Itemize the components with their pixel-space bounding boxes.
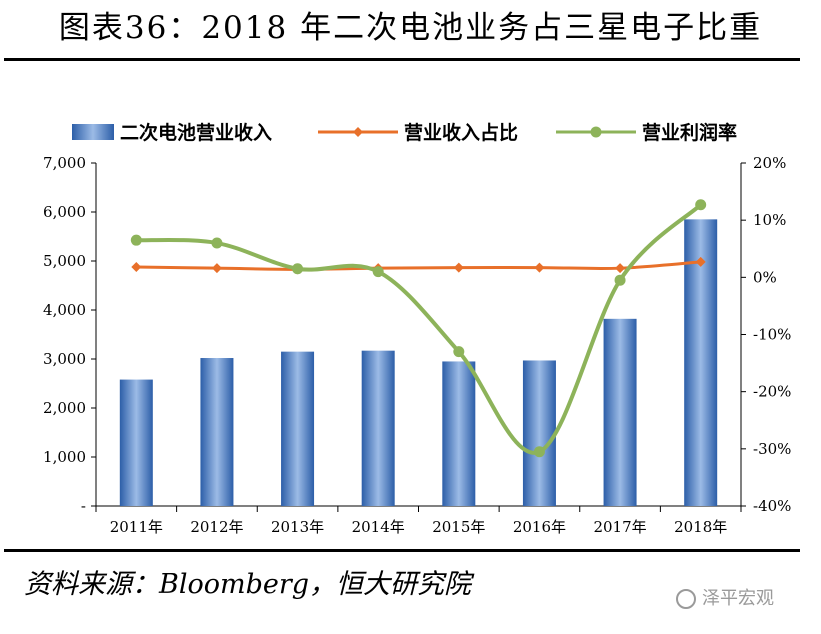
revenue-share-point [534,262,545,273]
revenue-share-point [615,263,626,274]
y-left-tick-label: 2,000 [43,399,86,417]
bar [281,351,315,506]
y-right-tick-label: -20% [753,383,791,401]
profit-margin-point [453,346,465,358]
x-tick-label: 2018年 [674,518,727,536]
x-tick-label: 2013年 [271,518,324,536]
footer-divider [4,549,800,552]
tick-labels: - 1,000 2,000 3,000 4,000 5,000 6,000 7,000 -40%… [43,154,791,536]
revenue-share-point [131,262,142,273]
line-series [130,199,707,458]
y-right-tick-label: -40% [753,497,791,515]
y-left-tick-label: 4,000 [43,301,86,319]
x-tick-label: 2015年 [432,518,485,536]
wechat-icon [676,589,696,609]
legend-marker-share [353,127,363,137]
x-tick-label: 2016年 [513,518,566,536]
profit-margin-line [136,203,703,455]
bar-series [119,219,718,506]
legend: 二次电池营业收入 营业收入占比 营业利润率 [72,121,737,144]
y-left-tick-label: 5,000 [43,252,86,270]
legend-marker-margin [590,126,602,138]
y-left-tick-label: 7,000 [43,154,86,172]
legend-label-margin: 营业利润率 [642,121,737,144]
source-note: 资料来源：Bloomberg，恒大研究院 [24,569,472,600]
revenue-share-point [453,262,464,273]
profit-margin-point [533,446,545,458]
x-tick-label: 2014年 [352,518,405,536]
profit-margin-point [614,274,626,286]
profit-margin-point [372,266,384,278]
y-right-tick-label: 10% [753,211,786,229]
profit-margin-point [130,234,142,246]
legend-swatch-bar [72,124,114,140]
watermark: 泽平宏观 [676,584,774,610]
profit-margin-point [211,237,223,249]
y-left-tick-label: 6,000 [43,203,86,221]
y-right-tick-label: -30% [753,440,791,458]
y-right-tick-label: -10% [753,326,791,344]
chart-title: 图表36：2018 年二次电池业务占三星电子比重 [58,10,763,46]
x-tick-label: 2017年 [593,518,646,536]
revenue-share-point [211,263,222,274]
x-tick-label: 2011年 [110,518,163,536]
watermark-text: 泽平宏观 [702,588,774,609]
y-left-tick-label: 1,000 [43,448,86,466]
bar [361,350,395,506]
bar [200,358,234,506]
revenue-share-point [695,256,706,267]
y-right-tick-label: 20% [753,154,786,172]
bar [522,360,556,506]
bar [684,219,718,506]
revenue-share-line [136,260,701,271]
bar [603,318,637,506]
axes [91,162,746,512]
bar [119,379,153,506]
profit-margin-point [695,199,707,211]
x-tick-label: 2012年 [190,518,243,536]
legend-label-share: 营业收入占比 [404,121,518,144]
bar [442,361,476,506]
y-left-tick-label: 3,000 [43,350,86,368]
legend-label-revenue: 二次电池营业收入 [120,121,272,144]
title-divider [4,58,800,61]
profit-margin-point [292,263,304,275]
y-left-tick-label: - [81,497,86,515]
y-right-tick-label: 0% [753,268,777,286]
